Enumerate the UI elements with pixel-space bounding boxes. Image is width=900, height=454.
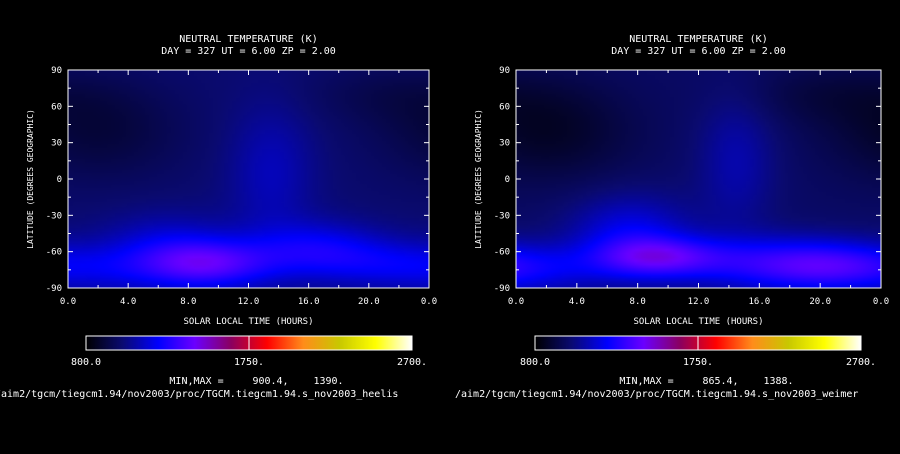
x-tick-label: 8.0 — [180, 297, 196, 307]
max-value: 1390. — [313, 376, 343, 387]
x-tick-label: 8.0 — [630, 297, 646, 307]
x-tick-label: 4.0 — [120, 297, 136, 307]
chart-panel-1: NEUTRAL TEMPERATURE (K)DAY = 327 UT = 6.… — [0, 34, 437, 400]
x-axis-label: SOLAR LOCAL TIME (HOURS) — [183, 317, 313, 327]
colorbar-label: 800.0 — [71, 357, 101, 368]
y-tick-label: -30 — [494, 211, 510, 221]
chart-panel-2: NEUTRAL TEMPERATURE (K)DAY = 327 UT = 6.… — [455, 34, 889, 400]
chart-subtitle: DAY = 327 UT = 6.00 ZP = 2.00 — [611, 46, 786, 57]
colorbar-label: 1750. — [683, 357, 713, 368]
y-tick-label: 0 — [505, 175, 510, 185]
x-tick-label: 4.0 — [569, 297, 585, 307]
heatmap-field — [68, 70, 429, 288]
y-tick-label: -60 — [494, 248, 510, 258]
y-tick-label: -90 — [46, 284, 62, 294]
heatmap-field — [516, 70, 881, 288]
y-tick-label: 90 — [51, 66, 62, 76]
min-value: 865.4, — [702, 376, 738, 387]
x-tick-label: 0.0 — [508, 297, 524, 307]
x-tick-label: 0.0 — [60, 297, 76, 307]
x-tick-label: 12.0 — [688, 297, 710, 307]
x-tick-label: 16.0 — [748, 297, 770, 307]
max-value: 1388. — [763, 376, 793, 387]
x-tick-label: 16.0 — [298, 297, 320, 307]
chart-title: NEUTRAL TEMPERATURE (K) — [629, 34, 767, 45]
chart-subtitle: DAY = 327 UT = 6.00 ZP = 2.00 — [161, 46, 336, 57]
y-tick-label: -90 — [494, 284, 510, 294]
y-axis-label: LATITUDE (DEGREES GEOGRAPHIC) — [26, 109, 35, 249]
x-tick-label: 20.0 — [358, 297, 380, 307]
colorbar-label: 2700. — [846, 357, 876, 368]
file-path: /aim2/tgcm/tiegcm1.94/nov2003/proc/TGCM.… — [0, 389, 398, 400]
file-path: /aim2/tgcm/tiegcm1.94/nov2003/proc/TGCM.… — [455, 389, 858, 400]
y-tick-label: -60 — [46, 248, 62, 258]
minmax-label: MIN,MAX = — [619, 376, 673, 387]
colorbar-label: 800.0 — [520, 357, 550, 368]
y-axis-label: LATITUDE (DEGREES GEOGRAPHIC) — [474, 109, 483, 249]
x-tick-label: 0.0 — [421, 297, 437, 307]
x-tick-label: 0.0 — [873, 297, 889, 307]
y-tick-label: 30 — [51, 139, 62, 149]
x-axis-label: SOLAR LOCAL TIME (HOURS) — [633, 317, 763, 327]
y-tick-label: 60 — [51, 102, 62, 112]
y-tick-label: -30 — [46, 211, 62, 221]
colorbar-label: 2700. — [397, 357, 427, 368]
x-tick-label: 12.0 — [238, 297, 260, 307]
x-tick-label: 20.0 — [809, 297, 831, 307]
minmax-label: MIN,MAX = — [169, 376, 223, 387]
y-tick-label: 0 — [57, 175, 62, 185]
chart-title: NEUTRAL TEMPERATURE (K) — [179, 34, 317, 45]
min-value: 900.4, — [252, 376, 288, 387]
y-tick-label: 90 — [499, 66, 510, 76]
y-tick-label: 60 — [499, 102, 510, 112]
y-tick-label: 30 — [499, 139, 510, 149]
colorbar-label: 1750. — [234, 357, 264, 368]
